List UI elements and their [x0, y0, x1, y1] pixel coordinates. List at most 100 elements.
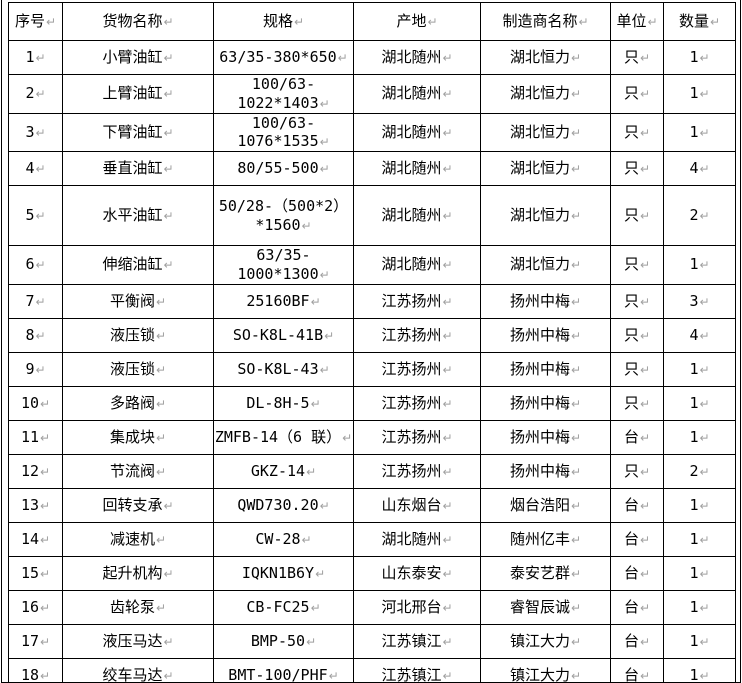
cell-spec[interactable]: QWD730.20↵: [213, 487, 354, 523]
cell-origin[interactable]: 湖北随州↵: [353, 112, 481, 152]
cell-unit[interactable]: 只↵: [610, 283, 664, 319]
header-cell-manufacturer[interactable]: 制造商名称↵: [480, 2, 611, 41]
cell-manufacturer[interactable]: 睿智辰诚↵: [480, 589, 611, 625]
cell-manufacturer[interactable]: 湖北恒力↵: [480, 112, 611, 152]
cell-serial[interactable]: 13↵: [8, 487, 63, 523]
cell-quantity[interactable]: 1↵: [663, 245, 736, 285]
cell-serial[interactable]: 7↵: [8, 283, 63, 319]
cell-serial[interactable]: 1↵: [8, 40, 63, 75]
cell-spec[interactable]: 100/63-1076*1535↵: [213, 112, 354, 152]
cell-manufacturer[interactable]: 镇江大力↵: [480, 657, 611, 683]
cell-serial[interactable]: 5↵: [8, 185, 63, 246]
cell-unit[interactable]: 台↵: [610, 487, 664, 523]
cell-serial[interactable]: 14↵: [8, 521, 63, 557]
cell-spec[interactable]: 25160BF↵: [213, 283, 354, 319]
cell-unit[interactable]: 只↵: [610, 74, 664, 114]
cell-quantity[interactable]: 2↵: [663, 185, 736, 246]
cell-serial[interactable]: 9↵: [8, 351, 63, 387]
cell-quantity[interactable]: 1↵: [663, 521, 736, 557]
cell-origin[interactable]: 江苏镇江↵: [353, 657, 481, 683]
cell-goods-name[interactable]: 齿轮泵↵: [62, 589, 214, 625]
cell-origin[interactable]: 湖北随州↵: [353, 185, 481, 246]
cell-quantity[interactable]: 1↵: [663, 351, 736, 387]
cell-unit[interactable]: 只↵: [610, 385, 664, 421]
cell-spec[interactable]: DL-8H-5↵: [213, 385, 354, 421]
cell-manufacturer[interactable]: 湖北恒力↵: [480, 245, 611, 285]
cell-manufacturer[interactable]: 泰安艺群↵: [480, 555, 611, 591]
cell-goods-name[interactable]: 液压马达↵: [62, 623, 214, 659]
cell-unit[interactable]: 台↵: [610, 589, 664, 625]
header-cell-unit[interactable]: 单位↵: [610, 2, 664, 41]
cell-goods-name[interactable]: 节流阀↵: [62, 453, 214, 489]
cell-unit[interactable]: 只↵: [610, 112, 664, 152]
cell-unit[interactable]: 只↵: [610, 185, 664, 246]
cell-spec[interactable]: IQKN1B6Y↵: [213, 555, 354, 591]
cell-origin[interactable]: 江苏扬州↵: [353, 317, 481, 353]
cell-goods-name[interactable]: 水平油缸↵: [62, 185, 214, 246]
cell-origin[interactable]: 江苏扬州↵: [353, 283, 481, 319]
cell-quantity[interactable]: 4↵: [663, 151, 736, 186]
cell-quantity[interactable]: 1↵: [663, 40, 736, 75]
cell-goods-name[interactable]: 回转支承↵: [62, 487, 214, 523]
cell-origin[interactable]: 江苏扬州↵: [353, 351, 481, 387]
cell-spec[interactable]: CW-28↵: [213, 521, 354, 557]
cell-origin[interactable]: 湖北随州↵: [353, 151, 481, 186]
cell-serial[interactable]: 18↵: [8, 657, 63, 683]
cell-unit[interactable]: 只↵: [610, 151, 664, 186]
cell-goods-name[interactable]: 绞车马达↵: [62, 657, 214, 683]
cell-unit[interactable]: 台↵: [610, 419, 664, 455]
cell-goods-name[interactable]: 液压锁↵: [62, 317, 214, 353]
cell-manufacturer[interactable]: 扬州中梅↵: [480, 317, 611, 353]
cell-origin[interactable]: 湖北随州↵: [353, 521, 481, 557]
cell-spec[interactable]: GKZ-14↵: [213, 453, 354, 489]
cell-manufacturer[interactable]: 扬州中梅↵: [480, 283, 611, 319]
cell-goods-name[interactable]: 伸缩油缸↵: [62, 245, 214, 285]
cell-quantity[interactable]: 1↵: [663, 419, 736, 455]
cell-spec[interactable]: 80/55-500↵: [213, 151, 354, 186]
cell-unit[interactable]: 只↵: [610, 245, 664, 285]
header-cell-quantity[interactable]: 数量↵: [663, 2, 736, 41]
cell-origin[interactable]: 湖北随州↵: [353, 40, 481, 75]
cell-spec[interactable]: SO-K8L-43↵: [213, 351, 354, 387]
cell-manufacturer[interactable]: 湖北恒力↵: [480, 185, 611, 246]
cell-quantity[interactable]: 1↵: [663, 623, 736, 659]
cell-unit[interactable]: 台↵: [610, 623, 664, 659]
cell-origin[interactable]: 江苏镇江↵: [353, 623, 481, 659]
cell-serial[interactable]: 8↵: [8, 317, 63, 353]
cell-goods-name[interactable]: 液压锁↵: [62, 351, 214, 387]
cell-spec[interactable]: ZMFB-14（6 联）↵: [213, 419, 354, 455]
cell-quantity[interactable]: 3↵: [663, 283, 736, 319]
cell-goods-name[interactable]: 起升机构↵: [62, 555, 214, 591]
cell-origin[interactable]: 湖北随州↵: [353, 245, 481, 285]
cell-serial[interactable]: 17↵: [8, 623, 63, 659]
cell-spec[interactable]: 100/63-1022*1403↵: [213, 74, 354, 114]
cell-serial[interactable]: 3↵: [8, 112, 63, 152]
cell-manufacturer[interactable]: 随州亿丰↵: [480, 521, 611, 557]
cell-origin[interactable]: 河北邢台↵: [353, 589, 481, 625]
cell-manufacturer[interactable]: 湖北恒力↵: [480, 151, 611, 186]
cell-unit[interactable]: 只↵: [610, 453, 664, 489]
cell-manufacturer[interactable]: 扬州中梅↵: [480, 351, 611, 387]
cell-origin[interactable]: 山东烟台↵: [353, 487, 481, 523]
cell-origin[interactable]: 江苏扬州↵: [353, 419, 481, 455]
cell-quantity[interactable]: 1↵: [663, 589, 736, 625]
cell-goods-name[interactable]: 减速机↵: [62, 521, 214, 557]
cell-goods-name[interactable]: 上臂油缸↵: [62, 74, 214, 114]
cell-spec[interactable]: 50/28-（500*2） *1560↵: [213, 185, 354, 246]
header-cell-origin[interactable]: 产地↵: [353, 2, 481, 41]
cell-serial[interactable]: 11↵: [8, 419, 63, 455]
cell-unit[interactable]: 台↵: [610, 657, 664, 683]
cell-serial[interactable]: 12↵: [8, 453, 63, 489]
cell-unit[interactable]: 只↵: [610, 317, 664, 353]
cell-manufacturer[interactable]: 湖北恒力↵: [480, 40, 611, 75]
cell-unit[interactable]: 台↵: [610, 555, 664, 591]
cell-goods-name[interactable]: 垂直油缸↵: [62, 151, 214, 186]
cell-spec[interactable]: BMT-100/PHF↵: [213, 657, 354, 683]
cell-serial[interactable]: 6↵: [8, 245, 63, 285]
cell-goods-name[interactable]: 集成块↵: [62, 419, 214, 455]
cell-serial[interactable]: 16↵: [8, 589, 63, 625]
header-cell-spec[interactable]: 规格↵: [213, 2, 354, 41]
cell-manufacturer[interactable]: 湖北恒力↵: [480, 74, 611, 114]
cell-manufacturer[interactable]: 烟台浩阳↵: [480, 487, 611, 523]
cell-quantity[interactable]: 1↵: [663, 657, 736, 683]
